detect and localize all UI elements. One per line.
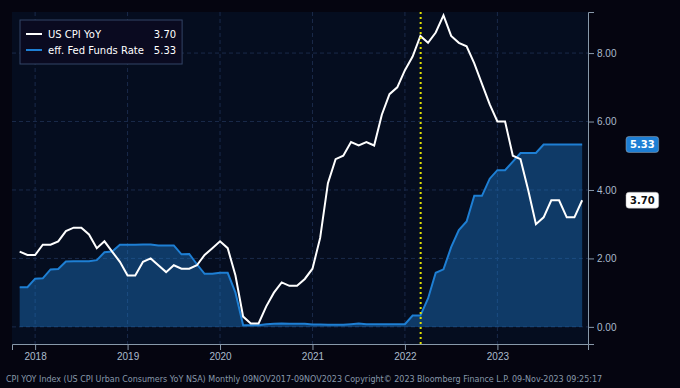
tick-mark (588, 258, 594, 259)
tick-label: 2.00 (597, 253, 617, 264)
tick-mark (405, 344, 406, 350)
tick: 2019 (117, 344, 140, 362)
tick-label: 8.00 (597, 48, 617, 59)
tick-label: 2021 (302, 351, 325, 362)
y-axis: 0.00 2.00 4.00 6.00 8.00 (588, 13, 617, 345)
background (0, 0, 680, 388)
tick: 2018 (24, 344, 47, 362)
value-box-bg (626, 136, 659, 152)
plot: 2018 2019 2020 2021 2022 2023 0.00 2.00 4.00 6.00… (12, 12, 659, 362)
tick: 2023 (487, 344, 510, 362)
tick-mark (128, 344, 129, 350)
legend-value: 5.33 (154, 45, 176, 56)
grid-line (404, 12, 405, 344)
tick-label: 4.00 (597, 185, 617, 196)
tick-label: 2022 (394, 351, 417, 362)
grid (12, 12, 588, 344)
tick-mark (312, 344, 313, 350)
legend-swatch (26, 49, 42, 51)
value-box: 5.33 (626, 136, 659, 152)
tick-mark (588, 122, 594, 123)
tick: 4.00 (588, 185, 617, 196)
legend-label: eff. Fed Funds Rate (48, 45, 144, 56)
reference-line (420, 12, 422, 344)
axis-line (13, 345, 589, 351)
tick: 2021 (302, 344, 325, 362)
tick-label: 2019 (117, 351, 140, 362)
footer: CPI YOY Index (US CPI Urban Consumers Yo… (6, 375, 602, 384)
chart: 2018 2019 2020 2021 2022 2023 0.00 2.00 4.00 6.00… (0, 0, 680, 388)
legend-box (20, 20, 182, 64)
tick-label: 2018 (24, 351, 47, 362)
tick-mark (497, 344, 498, 350)
tick-label: 6.00 (597, 116, 617, 127)
tick: 2020 (209, 344, 232, 362)
value-label: 5.33 (630, 139, 655, 150)
tick-label: 0.00 (597, 322, 617, 333)
line (20, 15, 583, 323)
axis-line (589, 13, 595, 345)
tick: 6.00 (588, 116, 617, 127)
tick-mark (588, 327, 594, 328)
value-box: 3.70 (626, 192, 659, 208)
tick: 2.00 (588, 253, 617, 264)
tick: 0.00 (588, 322, 617, 333)
tick-mark (220, 344, 221, 350)
x-axis: 2018 2019 2020 2021 2022 2023 (13, 344, 589, 362)
area (20, 144, 583, 326)
plot-background (12, 12, 588, 344)
legend-swatch (26, 33, 42, 35)
line (20, 144, 583, 325)
value-label: 3.70 (630, 195, 655, 206)
tick-mark (35, 344, 36, 350)
tick: 2022 (394, 344, 417, 362)
value-box-bg (626, 192, 659, 208)
legend-value: 3.70 (154, 29, 176, 40)
tick-mark (588, 53, 594, 54)
marks (20, 12, 583, 344)
grid-line (312, 12, 313, 344)
legend-label: US CPI YoY (48, 29, 102, 40)
tick: 8.00 (588, 48, 617, 59)
tick-label: 2023 (487, 351, 510, 362)
tick-mark (588, 190, 594, 191)
tick-label: 2020 (209, 351, 232, 362)
legend: US CPI YoY 3.70 eff. Fed Funds Rate 5.33 (20, 20, 182, 64)
